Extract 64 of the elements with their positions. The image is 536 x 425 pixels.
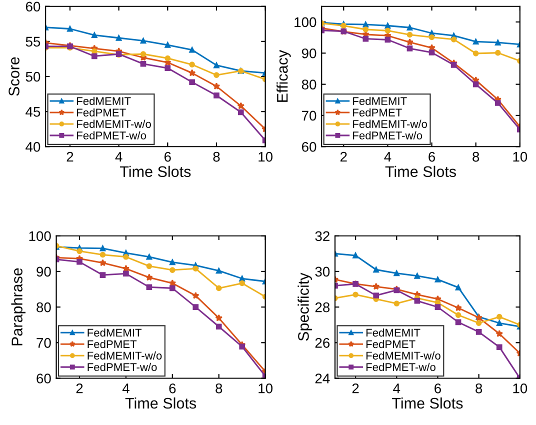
x-tick-label: 10 [258, 383, 272, 394]
y-tick-label: 80 [36, 302, 51, 312]
x-tick-label: 4 [393, 384, 400, 394]
legend-label: FedPMET [353, 108, 402, 116]
x-tick-label: 2 [76, 383, 83, 394]
x-tick-label: 8 [216, 383, 222, 394]
y-tick-label: 90 [302, 48, 316, 58]
legend-label: FedPMET [366, 340, 416, 348]
y-tick-label: 70 [302, 110, 316, 121]
x-axis-title: Time Slots [392, 397, 463, 409]
y-axis-title: Specificity [298, 272, 312, 341]
legend-label: FedPMET-w/o [88, 362, 157, 372]
x-tick-label: 2 [66, 152, 74, 162]
y-tick-label: 70 [36, 338, 51, 348]
y-axis-title: Efficacy [276, 50, 291, 102]
legend-label: FedMEMIT [366, 328, 420, 337]
legend-label: FedPMET-w/o [353, 131, 422, 140]
y-tick-label: 24 [315, 374, 330, 384]
legend-label: FedMEMIT-w/o [77, 120, 151, 128]
y-tick-label: 60 [36, 374, 51, 384]
x-tick-label: 6 [428, 152, 436, 162]
x-tick-label: 2 [340, 152, 347, 162]
legend-label: FedMEMIT [77, 96, 131, 106]
y-tick-label: 32 [315, 231, 330, 242]
y-tick-label: 100 [29, 231, 51, 242]
x-tick-label: 8 [213, 152, 220, 162]
legend-label: FedMEMIT [353, 96, 407, 106]
legend-label: FedMEMIT [88, 328, 142, 337]
y-tick-label: 28 [315, 302, 330, 312]
y-tick-label: 26 [315, 338, 330, 348]
y-tick-label: 60 [302, 142, 316, 152]
y-tick-label: 45 [26, 107, 40, 117]
x-tick-label: 2 [352, 383, 359, 394]
y-tick-label: 80 [302, 80, 316, 90]
y-tick-label: 50 [26, 72, 40, 82]
y-tick-label: 40 [26, 142, 40, 152]
y-tick-label: 60 [26, 2, 40, 12]
x-tick-label: 4 [122, 384, 130, 394]
x-tick-label: 8 [476, 383, 482, 394]
x-tick-label: 6 [169, 383, 176, 394]
y-tick-label: 90 [36, 266, 51, 277]
x-axis-title: Time Slots [385, 166, 456, 178]
x-tick-label: 6 [164, 152, 171, 162]
y-axis-title: Score [8, 57, 20, 96]
y-tick-label: 100 [294, 17, 316, 28]
x-axis-title: Time Slots [120, 166, 191, 178]
x-tick-label: 8 [472, 152, 480, 162]
y-tick-label: 55 [26, 36, 40, 47]
legend-label: FedPMET-w/o [77, 131, 146, 140]
x-tick-label: 4 [115, 152, 122, 162]
legend-label: FedMEMIT-w/o [366, 351, 440, 360]
y-axis-title: Paraphrase [11, 268, 26, 346]
y-tick-label: 30 [315, 266, 330, 277]
legend-label: FedPMET [77, 108, 126, 116]
x-tick-label: 4 [384, 152, 392, 162]
legend-label: FedMEMIT-w/o [88, 351, 162, 360]
x-axis-title: Time Slots [125, 397, 196, 409]
x-tick-label: 10 [513, 383, 528, 394]
legend-label: FedMEMIT-w/o [353, 120, 428, 128]
x-tick-label: 10 [513, 152, 528, 162]
legend-label: FedPMET [88, 340, 137, 348]
x-tick-label: 6 [434, 383, 441, 394]
x-tick-label: 10 [258, 152, 272, 162]
legend-label: FedPMET-w/o [366, 362, 436, 372]
